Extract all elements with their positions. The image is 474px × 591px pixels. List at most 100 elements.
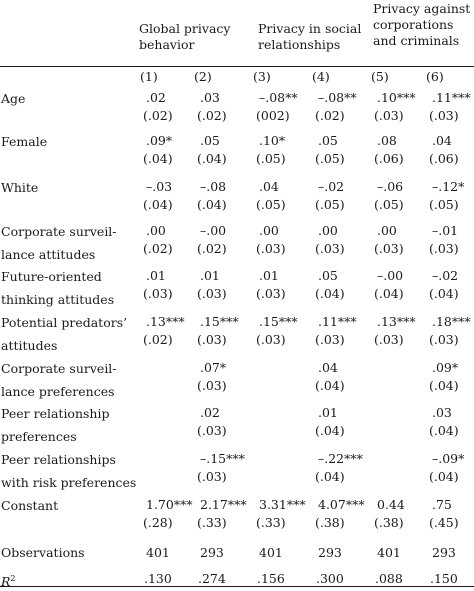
std-error-cell: (.03) xyxy=(429,332,459,347)
coefficient-cell: .01 xyxy=(259,268,279,283)
observations-cell: 401 xyxy=(377,545,401,560)
std-error-cell: (.05) xyxy=(315,151,345,166)
row-label: with risk preferences xyxy=(1,475,137,490)
std-error-cell: (.04) xyxy=(143,197,173,212)
coefficient-cell: .01 xyxy=(200,268,220,283)
coefficient-cell: –.06 xyxy=(377,179,404,194)
std-error-cell: (.05) xyxy=(256,197,286,212)
std-error-cell: (.03) xyxy=(197,332,227,347)
coefficient-cell: .03 xyxy=(432,405,452,420)
r2-cell: .088 xyxy=(375,571,403,586)
coefficient-cell: .11*** xyxy=(432,90,471,105)
coefficient-cell: .05 xyxy=(318,133,338,148)
coefficient-cell: .02 xyxy=(146,90,166,105)
coefficient-cell: .00 xyxy=(146,223,166,238)
coefficient-cell: .04 xyxy=(432,133,452,148)
observations-label: Observations xyxy=(1,545,85,560)
coefficient-cell: –.02 xyxy=(318,179,345,194)
row-label: preferences xyxy=(1,429,77,444)
row-label: lance attitudes xyxy=(1,247,96,262)
std-error-cell: (.03) xyxy=(256,286,286,301)
std-error-cell: (.03) xyxy=(256,332,286,347)
coefficient-cell: .09* xyxy=(146,133,173,148)
std-error-cell: (.02) xyxy=(197,108,227,123)
std-error-cell: (.33) xyxy=(256,515,286,530)
coefficient-cell: .00 xyxy=(259,223,279,238)
header-corp-line2: corporations xyxy=(373,17,454,32)
header-social-line1: Privacy in social xyxy=(258,21,362,36)
model-number: (5) xyxy=(371,69,389,84)
header-social-line2: relationships xyxy=(258,37,341,52)
std-error-cell: (.28) xyxy=(143,515,173,530)
coefficient-cell: .10*** xyxy=(377,90,416,105)
std-error-cell: (.05) xyxy=(374,197,404,212)
row-label: Corporate surveil- xyxy=(1,224,117,239)
coefficient-cell: 4.07*** xyxy=(318,497,365,512)
coefficient-cell: .08 xyxy=(377,133,397,148)
std-error-cell: (.04) xyxy=(315,378,345,393)
std-error-cell: (.05) xyxy=(315,197,345,212)
observations-cell: 401 xyxy=(259,545,283,560)
r2-cell: .130 xyxy=(144,571,172,586)
row-label: Female xyxy=(1,134,48,149)
header-corp-line1: Privacy against xyxy=(373,1,471,16)
coefficient-cell: .01 xyxy=(318,405,338,420)
row-label: lance preferences xyxy=(1,384,115,399)
coefficient-cell: 1.70*** xyxy=(146,497,193,512)
coefficient-cell: –.03 xyxy=(146,179,173,194)
coefficient-cell: 2.17*** xyxy=(200,497,247,512)
coefficient-cell: .05 xyxy=(200,133,220,148)
coefficient-cell: –.00 xyxy=(200,223,227,238)
r2-cell: .156 xyxy=(257,571,285,586)
coefficient-cell: –.12* xyxy=(432,179,465,194)
std-error-cell: (.03) xyxy=(374,332,404,347)
header-global-line1: Global privacy xyxy=(139,21,231,36)
coefficient-cell: .05 xyxy=(318,268,338,283)
row-label: Peer relationship xyxy=(1,406,110,421)
observations-cell: 293 xyxy=(200,545,224,560)
r2-label-main: R xyxy=(1,574,11,590)
coefficient-cell: .10* xyxy=(259,133,286,148)
coefficient-cell: 0.44 xyxy=(377,497,405,512)
row-label: Corporate surveil- xyxy=(1,361,117,376)
coefficient-cell: .01 xyxy=(146,268,166,283)
bottom-rule xyxy=(0,586,474,587)
row-label: Constant xyxy=(1,498,59,513)
coefficient-cell: –.01 xyxy=(432,223,459,238)
row-label: attitudes xyxy=(1,338,58,353)
std-error-cell: (.03) xyxy=(197,423,227,438)
coefficient-cell: –.00 xyxy=(377,268,404,283)
row-label: White xyxy=(1,180,39,195)
coefficient-cell: .75 xyxy=(432,497,452,512)
row-label: Age xyxy=(1,91,26,106)
model-number: (4) xyxy=(312,69,330,84)
coefficient-cell: .09* xyxy=(432,360,459,375)
std-error-cell: (.03) xyxy=(374,241,404,256)
r2-label-sup: 2 xyxy=(10,574,16,583)
top-rule xyxy=(0,66,474,67)
std-error-cell: (.04) xyxy=(374,286,404,301)
std-error-cell: (.02) xyxy=(143,332,173,347)
std-error-cell: (.03) xyxy=(256,241,286,256)
std-error-cell: (.03) xyxy=(315,241,345,256)
row-label: thinking attitudes xyxy=(1,292,115,307)
coefficient-cell: .18*** xyxy=(432,314,471,329)
std-error-cell: (.03) xyxy=(374,108,404,123)
coefficient-cell: .07* xyxy=(200,360,227,375)
coefficient-cell: .13*** xyxy=(377,314,416,329)
std-error-cell: (.38) xyxy=(315,515,345,530)
std-error-cell: (.02) xyxy=(197,241,227,256)
std-error-cell: (.03) xyxy=(429,241,459,256)
std-error-cell: (.06) xyxy=(429,151,459,166)
std-error-cell: (.06) xyxy=(374,151,404,166)
std-error-cell: (.04) xyxy=(197,151,227,166)
std-error-cell: (.03) xyxy=(197,378,227,393)
std-error-cell: (.02) xyxy=(315,108,345,123)
row-label: Peer relationships xyxy=(1,452,116,467)
coefficient-cell: –.08** xyxy=(259,90,298,105)
std-error-cell: (.05) xyxy=(256,151,286,166)
std-error-cell: (.04) xyxy=(143,151,173,166)
std-error-cell: (.03) xyxy=(143,286,173,301)
std-error-cell: (.03) xyxy=(315,332,345,347)
